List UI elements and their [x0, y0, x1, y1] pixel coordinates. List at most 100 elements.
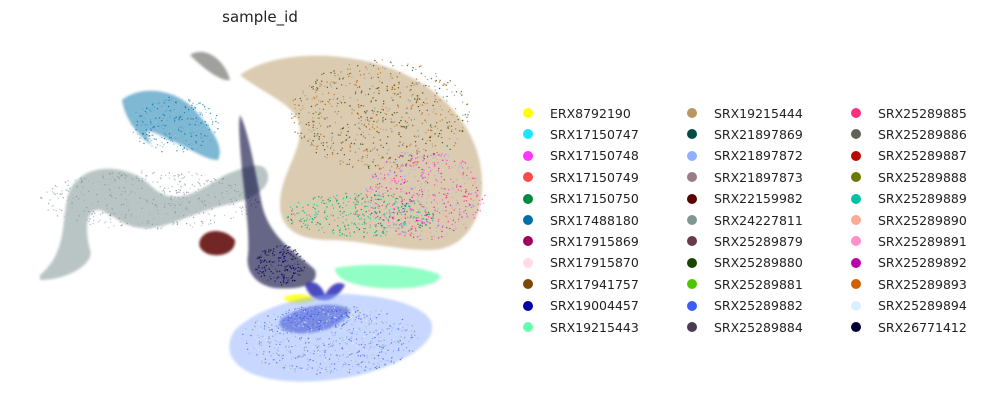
legend-label: SRX25289889: [878, 191, 967, 207]
legend-marker: [687, 300, 697, 311]
legend-marker: [851, 108, 861, 118]
legend-marker: [851, 172, 861, 183]
legend-label: SRX19004457: [550, 298, 639, 314]
cluster-main-top-points: [291, 59, 470, 171]
legend-marker: [687, 236, 697, 247]
legend-item: SRX21897873: [687, 166, 803, 188]
legend-label: SRX25289885: [878, 105, 967, 121]
legend-label: SRX25289893: [878, 276, 967, 292]
legend-item: SRX17915869: [523, 230, 639, 252]
legend-item: SRX25289888: [851, 166, 967, 188]
legend-marker: [687, 150, 697, 161]
legend-item: SRX25289887: [851, 145, 967, 167]
legend-label: SRX21897872: [714, 148, 803, 164]
legend-marker: [851, 193, 861, 204]
legend-marker: [851, 129, 861, 140]
legend-item: SRX17150747: [523, 123, 639, 145]
legend-label: SRX25289884: [714, 319, 803, 335]
legend-label: SRX17915870: [550, 255, 639, 271]
legend-label: SRX17150749: [550, 169, 639, 185]
legend-item: SRX19215444: [687, 102, 803, 124]
legend-item: SRX21897869: [687, 123, 803, 145]
legend-label: SRX25289882: [714, 298, 803, 314]
legend-marker: [851, 236, 861, 247]
legend-item: SRX17915870: [523, 252, 639, 274]
legend-marker: [851, 279, 861, 290]
legend-label: SRX25289888: [878, 169, 967, 185]
cluster-pale-blue-points: [240, 304, 419, 375]
legend-label: SRX25289879: [714, 233, 803, 249]
cluster-navy-points: [255, 245, 305, 286]
legend-item: SRX25289886: [851, 123, 967, 145]
legend-item: SRX25289889: [851, 188, 967, 210]
legend-marker: [687, 279, 697, 290]
legend-label: SRX25289892: [878, 255, 967, 271]
legend-item: SRX25289893: [851, 273, 967, 295]
legend-item: SRX25289885: [851, 102, 967, 124]
legend-label: ERX8792190: [550, 105, 631, 121]
legend-marker: [687, 193, 697, 204]
legend-marker: [687, 172, 697, 183]
legend-marker: [523, 322, 533, 332]
legend-label: SRX17915869: [550, 233, 639, 249]
legend-marker: [523, 215, 533, 225]
legend-marker: [851, 322, 861, 332]
legend-item: SRX17150750: [523, 188, 639, 210]
legend-marker: [523, 257, 533, 268]
plot-title: sample_id: [222, 8, 298, 26]
legend-marker: [687, 215, 697, 225]
legend-label: SRX17488180: [550, 212, 639, 228]
cluster-main-green-points: [285, 192, 435, 238]
legend-item: SRX22159982: [687, 188, 803, 210]
legend-label: SRX17941757: [550, 276, 639, 292]
legend-marker: [851, 215, 861, 225]
legend-marker: [687, 108, 697, 118]
legend-item: SRX17150749: [523, 166, 639, 188]
legend-label: SRX26771412: [878, 319, 967, 335]
legend-item: SRX25289882: [687, 295, 803, 317]
legend-label: SRX25289880: [714, 255, 803, 271]
legend-label: SRX24227811: [714, 212, 803, 228]
legend-item: SRX17150748: [523, 145, 639, 167]
legend-item: SRX24227811: [687, 209, 803, 231]
legend-label: SRX19215443: [550, 319, 639, 335]
legend-marker: [523, 193, 533, 204]
legend-item: SRX25289879: [687, 230, 803, 252]
legend-marker: [523, 279, 533, 290]
cluster-mint: [335, 264, 441, 289]
legend-item: SRX25289894: [851, 295, 967, 317]
legend-label: SRX25289881: [714, 276, 803, 292]
legend-label: SRX25289890: [878, 212, 967, 228]
cluster-top-tail: [190, 51, 230, 81]
cluster-blue-points: [130, 96, 219, 153]
legend-item: SRX25289890: [851, 209, 967, 231]
legend-label: SRX21897869: [714, 126, 803, 142]
legend-item: SRX17488180: [523, 209, 639, 231]
legend-label: SRX17150750: [550, 191, 639, 207]
legend-item: SRX19004457: [523, 295, 639, 317]
legend-item: SRX25289891: [851, 230, 967, 252]
legend-label: SRX25289886: [878, 126, 967, 142]
legend-marker: [687, 322, 697, 332]
legend-marker: [851, 257, 861, 268]
cluster-grey-serpentine: [40, 165, 269, 280]
legend-label: SRX22159982: [714, 191, 803, 207]
cluster-maroon: [199, 231, 236, 256]
legend-marker: [851, 300, 861, 311]
legend-label: SRX17150748: [550, 148, 639, 164]
legend-label: SRX19215444: [714, 105, 803, 121]
legend-item: SRX25289880: [687, 252, 803, 274]
cluster-grey-points: [40, 170, 260, 230]
legend-marker: [523, 300, 533, 311]
legend-marker: [851, 150, 861, 161]
legend-label: SRX25289891: [878, 233, 967, 249]
umap-scatter-plot: [40, 51, 486, 382]
legend-marker: [523, 108, 533, 118]
legend-marker: [687, 257, 697, 268]
legend-item: SRX25289892: [851, 252, 967, 274]
legend-label: SRX25289894: [878, 298, 967, 314]
legend-marker: [523, 129, 533, 140]
legend-label: SRX25289887: [878, 148, 967, 164]
legend-marker: [523, 150, 533, 161]
legend-marker: [687, 129, 697, 140]
